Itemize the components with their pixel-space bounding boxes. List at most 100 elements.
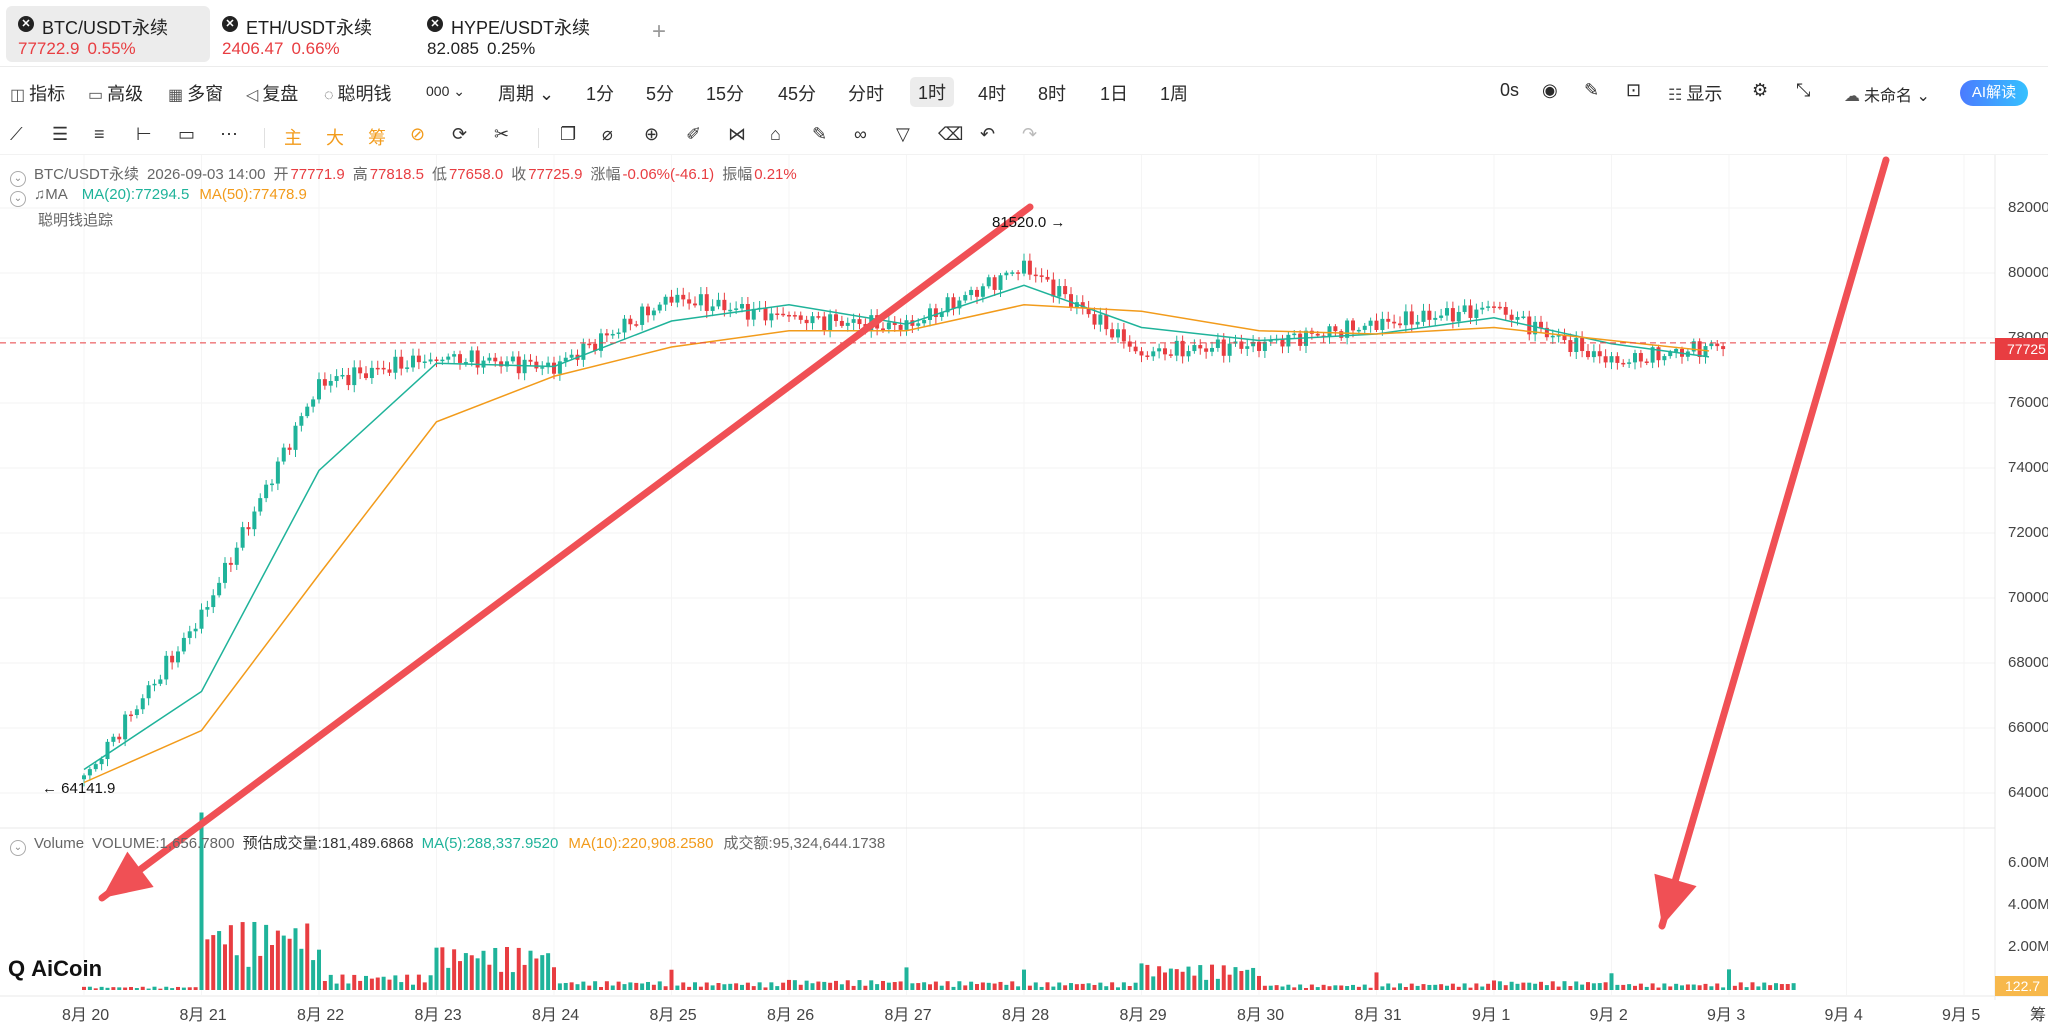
candle-body [651,310,656,316]
tab-eth[interactable]: ✕ ETH/USDT永续 2406.47 0.66% [210,6,410,62]
candle-body [217,582,222,596]
horizontal-ray-icon[interactable]: ⊢ [136,124,152,144]
redo-icon[interactable]: ↷ [1022,124,1038,144]
volume-bar [734,983,739,990]
erase-drawings-icon[interactable]: ✂ [494,124,510,144]
volume-bar [1139,963,1144,990]
collapse-toggle-icon[interactable]: ⌄ [10,191,26,207]
smart-money-button[interactable]: ◌ 聪明钱 [324,80,392,106]
rectangle-tool-icon[interactable]: ▭ [178,124,196,144]
measure-icon[interactable]: ⌀ [602,124,613,144]
interval-15m[interactable]: 15分 [706,84,745,104]
main-toggle[interactable]: 主 [284,128,302,148]
replay-button[interactable]: ◁ 复盘 [246,80,298,106]
parallel-lines-icon[interactable]: ☰ [52,124,69,144]
date-tick: 9月 4 [1824,1007,1863,1024]
interval-4h[interactable]: 4时 [978,84,1007,104]
volume-bar [1086,983,1091,990]
volume-bar [440,947,445,990]
sync-icon[interactable]: ⟳ [452,124,468,144]
add-tab-button[interactable]: + [652,18,667,45]
volume-bar [599,987,603,990]
copy-icon[interactable]: ❐ [560,124,577,144]
magnet-icon[interactable]: ⋈ [728,124,746,144]
candle-body [1080,302,1085,308]
candle-body [1386,318,1391,322]
volume-bar [1586,982,1590,990]
candle-body [458,354,462,363]
price-chart[interactable] [0,155,2048,1021]
more-tools-icon[interactable]: ⋯ [220,124,238,144]
candle-body [563,357,568,362]
edit-icon[interactable]: ✎ [812,124,828,144]
candle-body [1010,272,1015,274]
volume-bar [916,983,921,990]
settings-gear-icon[interactable]: ⚙ [1752,80,1769,100]
collapse-toggle-icon[interactable]: ⌄ [10,171,26,187]
volume-bar [1398,983,1402,990]
candle-body [740,303,744,309]
candle-body [205,607,210,610]
volume-bar [1650,983,1655,990]
interval-8h[interactable]: 8时 [1038,84,1067,104]
advanced-button[interactable]: ▭ 高级 [88,80,143,106]
collapse-icon[interactable]: ⤡ [1796,80,1811,100]
volume-bar [1116,987,1120,990]
camera-icon[interactable]: ◉ [1542,80,1558,100]
filter-icon[interactable]: ▽ [896,124,910,144]
ruler-icon[interactable]: ⊘ [410,124,426,144]
trash-icon[interactable]: ⌫ [938,124,964,144]
tab-hype[interactable]: ✕ HYPE/USDT永续 82.085 0.25% [415,6,625,62]
candle-body [722,299,727,311]
brush-icon[interactable]: ✐ [686,124,702,144]
volume-bar [528,950,533,990]
interval-1h[interactable]: 1时 [910,77,955,107]
axis-corner-label[interactable]: 筹 [2030,1007,2047,1024]
bell-icon[interactable]: ♫ [34,186,46,203]
undo-icon[interactable]: ↶ [980,124,996,144]
volume-bar [875,984,880,990]
chip-toggle[interactable]: 筹 [368,128,386,148]
candle-body [1638,353,1643,362]
logo-mark-icon: Q [8,956,26,981]
add-note-icon[interactable]: ⊡ [1626,80,1642,100]
chevron-down-icon: ⌄ [1916,88,1930,105]
layout-name-dropdown[interactable]: ☁ 未命名 ⌄ [1844,82,1930,106]
volume-bar [129,987,133,990]
volume-bar [881,980,885,990]
volume-bar [904,967,909,990]
volume-bar [781,982,786,990]
date-tick: 9月 1 [1472,1007,1511,1024]
link-icon[interactable]: ∞ [854,124,867,144]
interval-1m[interactable]: 1分 [586,84,615,104]
volume-bar [1121,982,1126,990]
candle-body [405,367,410,369]
period-dropdown[interactable]: 周期 ⌄ [498,80,554,106]
interval-5m[interactable]: 5分 [646,84,675,104]
interval-timeshare[interactable]: 分时 [848,84,884,104]
pencil-icon[interactable]: ✎ [1584,80,1600,100]
indicators-button[interactable]: ◫ 指标 [10,80,65,106]
horizontal-lines-icon[interactable]: ≡ [94,124,105,144]
candle-body [1092,314,1097,325]
candle-body [1315,333,1320,336]
volume-bar [458,961,462,990]
ai-interpret-button[interactable]: AI解读 [1960,80,2028,106]
trendline-tool-icon[interactable]: ⟋ [10,124,23,144]
volume-bar [1321,984,1326,990]
collapse-toggle-icon[interactable]: ⌄ [10,840,26,856]
zoom-icon[interactable]: ⊕ [644,124,660,144]
multi-window-button[interactable]: ▦ 多窗 [168,80,223,106]
change-value: -0.06%(-46.1) [622,166,715,183]
interval-1w[interactable]: 1周 [1160,84,1189,104]
chart-style-button[interactable]: 000 ⌄ [426,83,465,100]
candle-body [399,356,404,369]
date-tick: 8月 22 [297,1007,345,1024]
big-toggle[interactable]: 大 [326,128,344,148]
tab-btc[interactable]: ✕ BTC/USDT永续 77722.9 0.55% [6,6,210,62]
interval-1d[interactable]: 1日 [1100,84,1129,104]
display-button[interactable]: ☷ 显示 [1668,80,1722,106]
interval-45m[interactable]: 45分 [778,84,817,104]
lock-icon[interactable]: ⌂ [770,124,781,144]
candle-body [528,359,533,362]
